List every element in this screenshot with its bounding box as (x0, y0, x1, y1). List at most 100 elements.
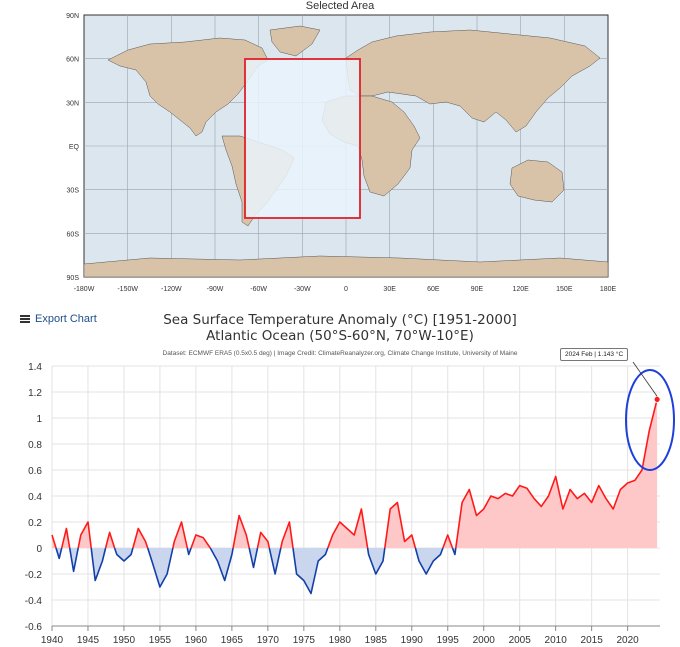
selected-region[interactable] (244, 58, 361, 219)
map-lon-labels: -180W -150W -120W -90W -60W -30W 0 30E 60E 90E 120… (74, 286, 617, 293)
positive-area (172, 522, 188, 548)
positive-area (191, 535, 211, 548)
land-antarctica (83, 255, 609, 278)
y-tick-label: 0.2 (28, 518, 42, 529)
positive-series-line (104, 531, 116, 549)
map-title: Selected Area (305, 0, 375, 12)
positive-area (327, 509, 368, 548)
tooltip-connector (632, 361, 658, 397)
map-lon-label: 0 (344, 286, 348, 293)
positive-area (105, 532, 115, 548)
chart-subtitle: Atlantic Ocean (50°S-60°N, 70°W-10°E) (206, 328, 474, 344)
positive-area (384, 502, 416, 548)
positive-series-line (132, 527, 149, 549)
map-lon-label: 60E (427, 286, 440, 293)
negative-area (293, 548, 328, 594)
positive-series-line (256, 531, 271, 549)
map-lat-labels: 90N 60N 30N EQ 30S 60S 90S (66, 13, 79, 282)
chart-credit: Dataset: ECMWF ERA5 (0.5x0.5 deg) | Imag… (162, 350, 518, 357)
map-lon-label: -60W (250, 286, 267, 293)
negative-area (210, 548, 234, 581)
negative-series-line (451, 547, 457, 556)
chart-series-lines (51, 399, 658, 595)
x-tick-label: 2020 (616, 635, 639, 646)
land-australia (509, 159, 565, 203)
negative-series-line (248, 547, 259, 569)
y-tick-label: 0.4 (28, 492, 42, 503)
x-tick-label: 2000 (473, 635, 496, 646)
positive-series-line (327, 508, 369, 549)
positive-series-line (442, 534, 454, 549)
negative-series-line (366, 547, 386, 575)
negative-area (269, 548, 281, 574)
y-tick-label: -0.4 (25, 596, 43, 607)
x-tick-label: 1945 (77, 635, 100, 646)
chart-overlay (625, 361, 675, 471)
negative-series-line (414, 547, 444, 575)
positive-series-line (232, 514, 250, 549)
map-lon-label: -120W (161, 286, 182, 293)
map-lat-label: 30S (67, 188, 80, 195)
chart-title: Sea Surface Temperature Anomaly (°C) [19… (163, 312, 517, 328)
x-tick-label: 1960 (185, 635, 208, 646)
y-tick-label: 0.6 (28, 466, 42, 477)
map-lon-label: -90W (207, 286, 224, 293)
map-lon-label: 30E (383, 286, 396, 293)
x-axis-ticks: 1940 1945 1950 1955 1960 1965 1970 1975 1980 1985… (41, 635, 639, 646)
positive-series-line (51, 534, 57, 549)
positive-series-line (455, 399, 658, 549)
negative-series-line (113, 547, 134, 562)
menu-icon (20, 315, 30, 323)
negative-area (367, 548, 385, 574)
land-greenland (269, 25, 321, 57)
map-lon-label: 90E (471, 286, 484, 293)
x-tick-label: 1965 (221, 635, 244, 646)
positive-area (455, 399, 658, 548)
latest-value-tooltip: 2024 Feb | 1.143 °C (560, 348, 629, 361)
x-tick-label: 2010 (545, 635, 568, 646)
y-tick-label: -0.2 (25, 570, 43, 581)
export-chart-label: Export Chart (35, 313, 97, 325)
x-tick-label: 1940 (41, 635, 64, 646)
map-lon-label: -30W (294, 286, 311, 293)
negative-series-line (268, 547, 282, 575)
land-eurasia (345, 29, 601, 133)
y-tick-label: 1 (36, 414, 42, 425)
x-tick-label: 2005 (509, 635, 532, 646)
positive-series-line (60, 527, 71, 549)
negative-series-line (90, 547, 107, 582)
negative-series-line (186, 547, 192, 556)
negative-series-line (292, 547, 329, 595)
negative-area (415, 548, 443, 574)
map-lat-label: 90S (67, 275, 80, 282)
x-tick-label: 1970 (257, 635, 280, 646)
map-lon-label: 120E (512, 286, 529, 293)
map-lon-label: 150E (556, 286, 573, 293)
negative-area (249, 548, 258, 568)
map-lon-label: -180W (74, 286, 95, 293)
negative-series-line (146, 547, 174, 588)
x-tick-label: 1990 (401, 635, 424, 646)
highlight-ellipse (625, 369, 675, 471)
negative-series-line (68, 547, 79, 573)
positive-area (442, 535, 453, 548)
y-tick-label: 1.4 (28, 362, 42, 373)
positive-area (61, 528, 70, 548)
negative-series-line (209, 547, 234, 582)
y-tick-label: 1.2 (28, 388, 42, 399)
map-lat-label: EQ (69, 144, 80, 151)
y-tick-label: 0.8 (28, 440, 42, 451)
world-map: 90N 60N 30N EQ 30S 60S 90S -180W -150W -120W -90W… (66, 13, 617, 293)
y-axis-ticks: -0.6 -0.4 -0.2 0 0.2 0.4 0.6 0.8 1 1.2 1.4 (25, 362, 43, 633)
map-lat-label: 90N (66, 13, 79, 20)
x-tick-label: 1975 (293, 635, 316, 646)
export-chart-button[interactable]: Export Chart (20, 313, 97, 325)
x-tick-label: 1950 (113, 635, 136, 646)
land-north-america (107, 37, 269, 137)
positive-series-line (280, 521, 294, 549)
map-lat-label: 60N (66, 57, 79, 64)
positive-area (233, 515, 250, 548)
y-tick-label: 0 (36, 544, 42, 555)
positive-series-line (77, 521, 92, 549)
